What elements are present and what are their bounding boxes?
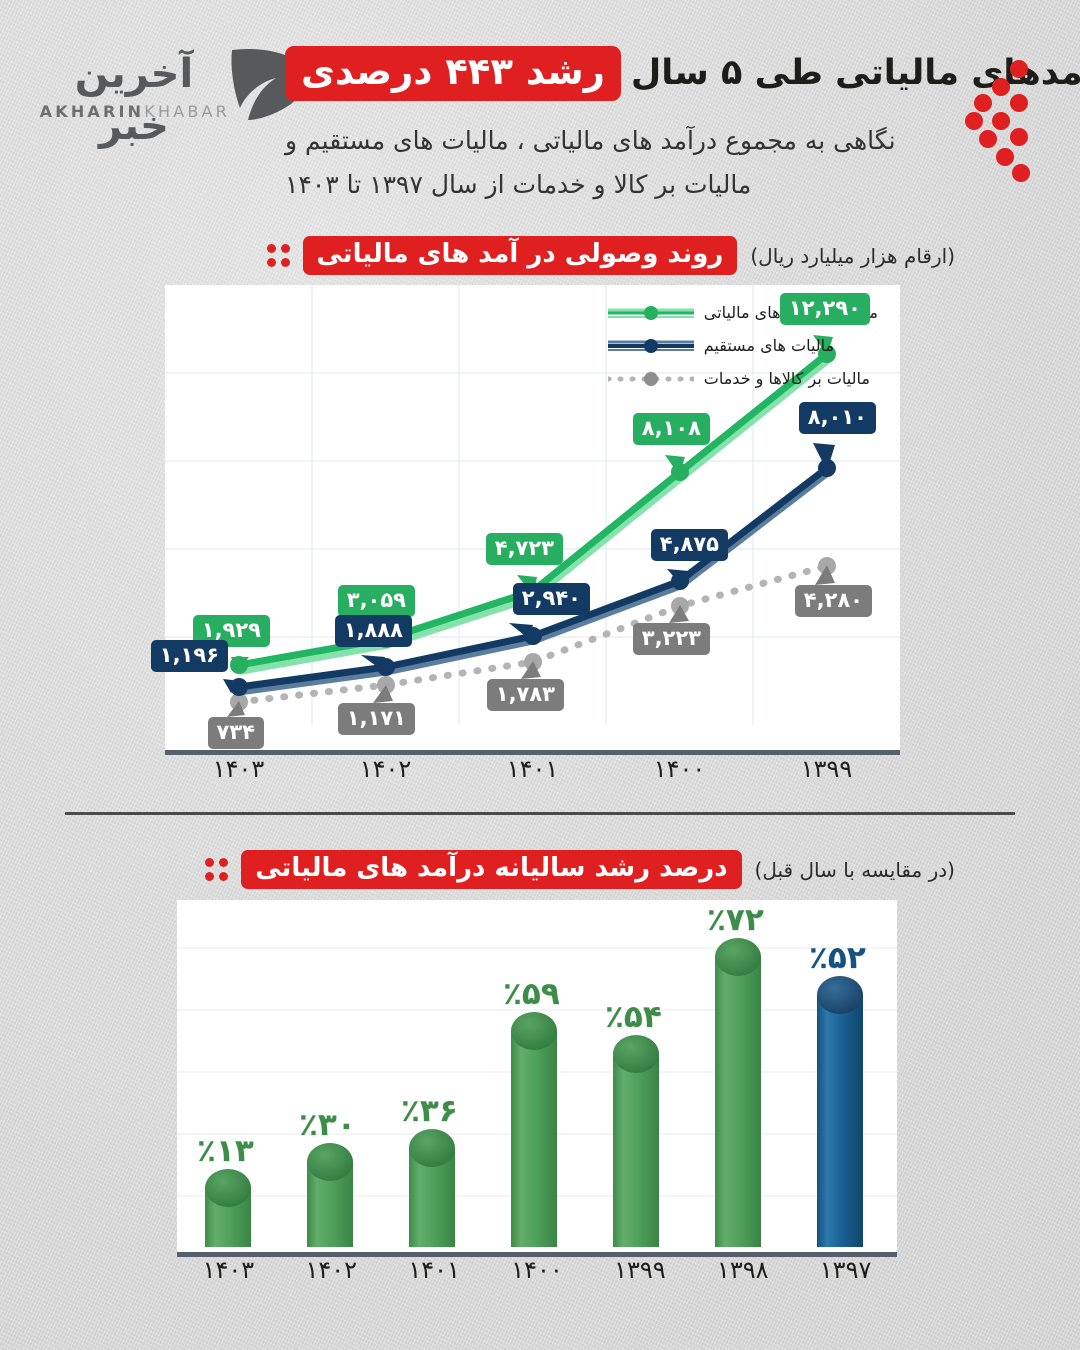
- legend-label-goods-services: مالیات بر کالاها و خدمات: [703, 369, 870, 388]
- value-label-direct-1400: ۱,۸۸۸: [334, 615, 412, 648]
- section1-note: (ارقام هزار میلیارد ریال): [750, 243, 955, 268]
- section-divider: [65, 812, 1015, 815]
- value-label-total-1399: ۱,۹۲۹: [192, 615, 270, 648]
- legend-item-direct-tax: مالیات های مستقیم: [607, 336, 835, 355]
- value-label-direct-1403: ۸,۰۱۰: [798, 402, 876, 435]
- legend-swatch-total-revenue: [607, 305, 694, 320]
- four-dots-icon: [205, 858, 229, 881]
- section2-note: (در مقایسه با سال قبل): [754, 857, 955, 882]
- bar-value-1399: ٪۳۶: [401, 1093, 458, 1129]
- bar-1401: [613, 1035, 659, 1247]
- subtitle: نگاهی به مجموع درآمد های مالیاتی ، مالیا…: [285, 119, 985, 207]
- subtitle-line-2: مالیات بر کالا و خدمات از سال ۱۳۹۷ تا ۱۴…: [285, 169, 752, 199]
- bar-1402: [715, 938, 761, 1247]
- value-label-direct-1402: ۴,۸۷۵: [650, 529, 728, 562]
- headline-badge: رشد ۴۴۳ درصدی: [285, 46, 621, 101]
- legend-label-direct-tax: مالیات های مستقیم: [703, 336, 835, 355]
- brand-logo[interactable]: آخرین خبر AKHARINKHABAR: [30, 42, 308, 149]
- legend-swatch-goods-services: [607, 371, 694, 386]
- value-label-goods-1400: ۱,۱۷۱: [337, 703, 415, 736]
- bar-1403: [817, 976, 863, 1247]
- red-dots-decoration: [965, 60, 1050, 230]
- value-label-total-1400: ۳,۰۵۹: [337, 585, 415, 618]
- section1-badge: روند وصولی در آمد های مالیاتی: [302, 236, 738, 275]
- bar-value-1397: ٪۱۳: [197, 1133, 254, 1169]
- bar-chart: ٪۱۳ ٪۳۰ ٪۳۶ ٪۵۹ ٪۵۴ ٪۷۲ ٪۵۲: [177, 900, 897, 1257]
- line-chart-x-axis: ۱۳۹۹ ۱۴۰۰ ۱۴۰۱ ۱۴۰۲ ۱۴۰۳: [165, 755, 900, 795]
- logo-latin-wordmark: AKHARINKHABAR: [40, 102, 230, 121]
- bar-1399: [409, 1129, 455, 1247]
- bar-x-tick-1397: ۱۳۹۷: [819, 1256, 872, 1284]
- bar-x-tick-1401: ۱۴۰۱: [408, 1256, 460, 1284]
- header: آخرین خبر AKHARINKHABAR رشد ۴۴۳ درصدی در…: [0, 0, 1080, 230]
- line-x-tick-1403: ۱۴۰۳: [212, 755, 265, 783]
- value-label-total-1403: ۱۲,۲۹۰: [779, 293, 870, 326]
- logo-latin-bold: AKHARIN: [39, 102, 145, 121]
- bar-x-tick-1400: ۱۴۰۰: [511, 1256, 563, 1284]
- value-label-direct-1399: ۱,۱۹۶: [150, 640, 228, 673]
- bar-1400: [511, 1012, 557, 1247]
- bar-value-1398: ٪۳۰: [299, 1107, 356, 1143]
- legend-swatch-direct-tax: [607, 338, 694, 353]
- logo-latin-light: KHABAR: [144, 102, 230, 121]
- value-label-total-1402: ۸,۱۰۸: [632, 413, 710, 446]
- bar-x-tick-1402: ۱۴۰۲: [305, 1256, 358, 1284]
- section-heading-growth-rate: درصد رشد سالیانه درآمد های مالیاتی (در م…: [205, 850, 955, 889]
- bar-value-1400: ٪۵۹: [503, 976, 560, 1012]
- legend-item-goods-services: مالیات بر کالاها و خدمات: [607, 369, 870, 388]
- series-total-revenue-underline: [238, 355, 831, 675]
- bar-1397: [205, 1169, 251, 1247]
- bar-x-tick-1398: ۱۳۹۸: [716, 1256, 769, 1284]
- subtitle-line-1: نگاهی به مجموع درآمد های مالیاتی ، مالیا…: [285, 126, 896, 155]
- section-heading-revenue-trend: روند وصولی در آمد های مالیاتی (ارقام هزا…: [266, 236, 955, 275]
- bar-chart-x-axis: ۱۳۹۷ ۱۳۹۸ ۱۳۹۹ ۱۴۰۰ ۱۴۰۱ ۱۴۰۲ ۱۴۰۳: [177, 1256, 897, 1302]
- line-x-tick-1401: ۱۴۰۱: [506, 755, 559, 783]
- bar-1398: [307, 1143, 353, 1247]
- logo-persian-wordmark: آخرین خبر: [74, 51, 194, 149]
- bar-chart-canvas: [177, 938, 897, 1247]
- line-x-tick-1399: ۱۳۹۹: [800, 755, 853, 783]
- value-label-goods-1401: ۱,۷۸۳: [486, 679, 564, 712]
- four-dots-icon: [266, 244, 290, 267]
- bar-series: [205, 938, 863, 1247]
- bar-value-1403: ٪۵۲: [809, 940, 866, 976]
- value-label-total-1401: ۴,۷۲۳: [485, 533, 563, 566]
- bar-x-tick-1399: ۱۳۹۹: [614, 1256, 666, 1284]
- section2-badge: درصد رشد سالیانه درآمد های مالیاتی: [241, 850, 742, 889]
- bar-x-tick-1403: ۱۴۰۳: [202, 1256, 255, 1284]
- line-chart: مجموع در آمد های مالیاتی مالیات های مستق…: [150, 285, 900, 755]
- label-tails: [223, 335, 835, 717]
- value-label-direct-1401: ۲,۹۴۰: [512, 583, 590, 616]
- line-x-tick-1402: ۱۴۰۲: [359, 755, 412, 783]
- value-label-goods-1403: ۴,۲۸۰: [794, 585, 872, 618]
- series-total-revenue-line: [238, 351, 830, 669]
- series-total-revenue-points: [230, 345, 836, 674]
- value-label-goods-1399: ۷۳۴: [207, 717, 264, 750]
- line-x-tick-1400: ۱۴۰۰: [653, 755, 706, 783]
- bar-value-1402: ٪۷۲: [707, 902, 764, 938]
- value-label-goods-1402: ۳,۲۲۳: [632, 623, 710, 656]
- bar-value-1401: ٪۵۴: [605, 999, 662, 1035]
